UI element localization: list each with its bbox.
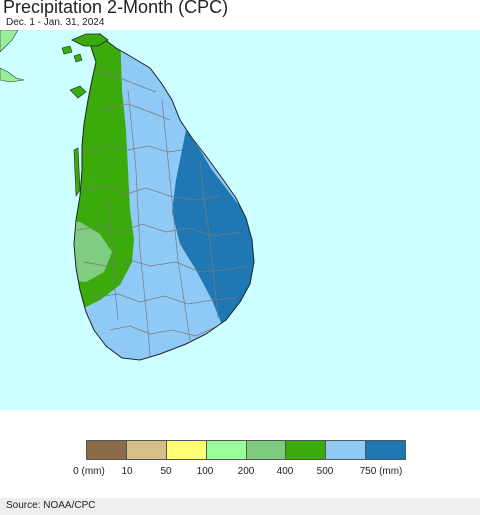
legend-label: 200 <box>237 466 255 477</box>
legend-label: 400 <box>276 466 294 477</box>
islet-1 <box>61 45 73 55</box>
legend-label: 500 <box>316 466 334 477</box>
islet-2 <box>73 53 83 63</box>
legend-swatch <box>166 441 207 459</box>
india-land <box>0 30 19 53</box>
jaffna-peninsula <box>71 33 109 47</box>
mannar-island <box>69 85 87 99</box>
legend-swatch <box>366 441 405 459</box>
legend-swatch <box>87 441 127 459</box>
legend-label: 100 <box>196 466 214 477</box>
legend-label: 10 <box>121 466 133 477</box>
kalpitiya-spit <box>73 147 81 197</box>
legend-swatch <box>126 441 167 459</box>
island-outline <box>73 33 255 361</box>
legend-swatch <box>246 441 287 459</box>
map-title: Precipitation 2-Month (CPC) <box>3 0 229 17</box>
legend-label: 0 (mm) <box>73 466 105 477</box>
zone-east-blue <box>172 130 254 330</box>
legend-swatch <box>326 441 367 459</box>
zone-west-patch <box>74 220 112 282</box>
india-coast <box>0 67 25 83</box>
district-boundaries <box>77 69 249 357</box>
legend-label: 50 <box>160 466 172 477</box>
footer-bar: Source: NOAA/CPC <box>0 498 480 515</box>
legend-swatch <box>286 441 327 459</box>
legend-label: 750 (mm) <box>359 466 403 477</box>
legend-swatch <box>206 441 247 459</box>
legend-colorbar <box>86 440 406 460</box>
precipitation-map <box>0 30 480 410</box>
source-credit: Source: NOAA/CPC <box>6 500 96 511</box>
legend-labels: 0 (mm) 10 50 100 200 400 500 750 (mm) <box>0 466 480 480</box>
map-subtitle: Dec. 1 - Jan. 31, 2024 <box>6 17 105 28</box>
